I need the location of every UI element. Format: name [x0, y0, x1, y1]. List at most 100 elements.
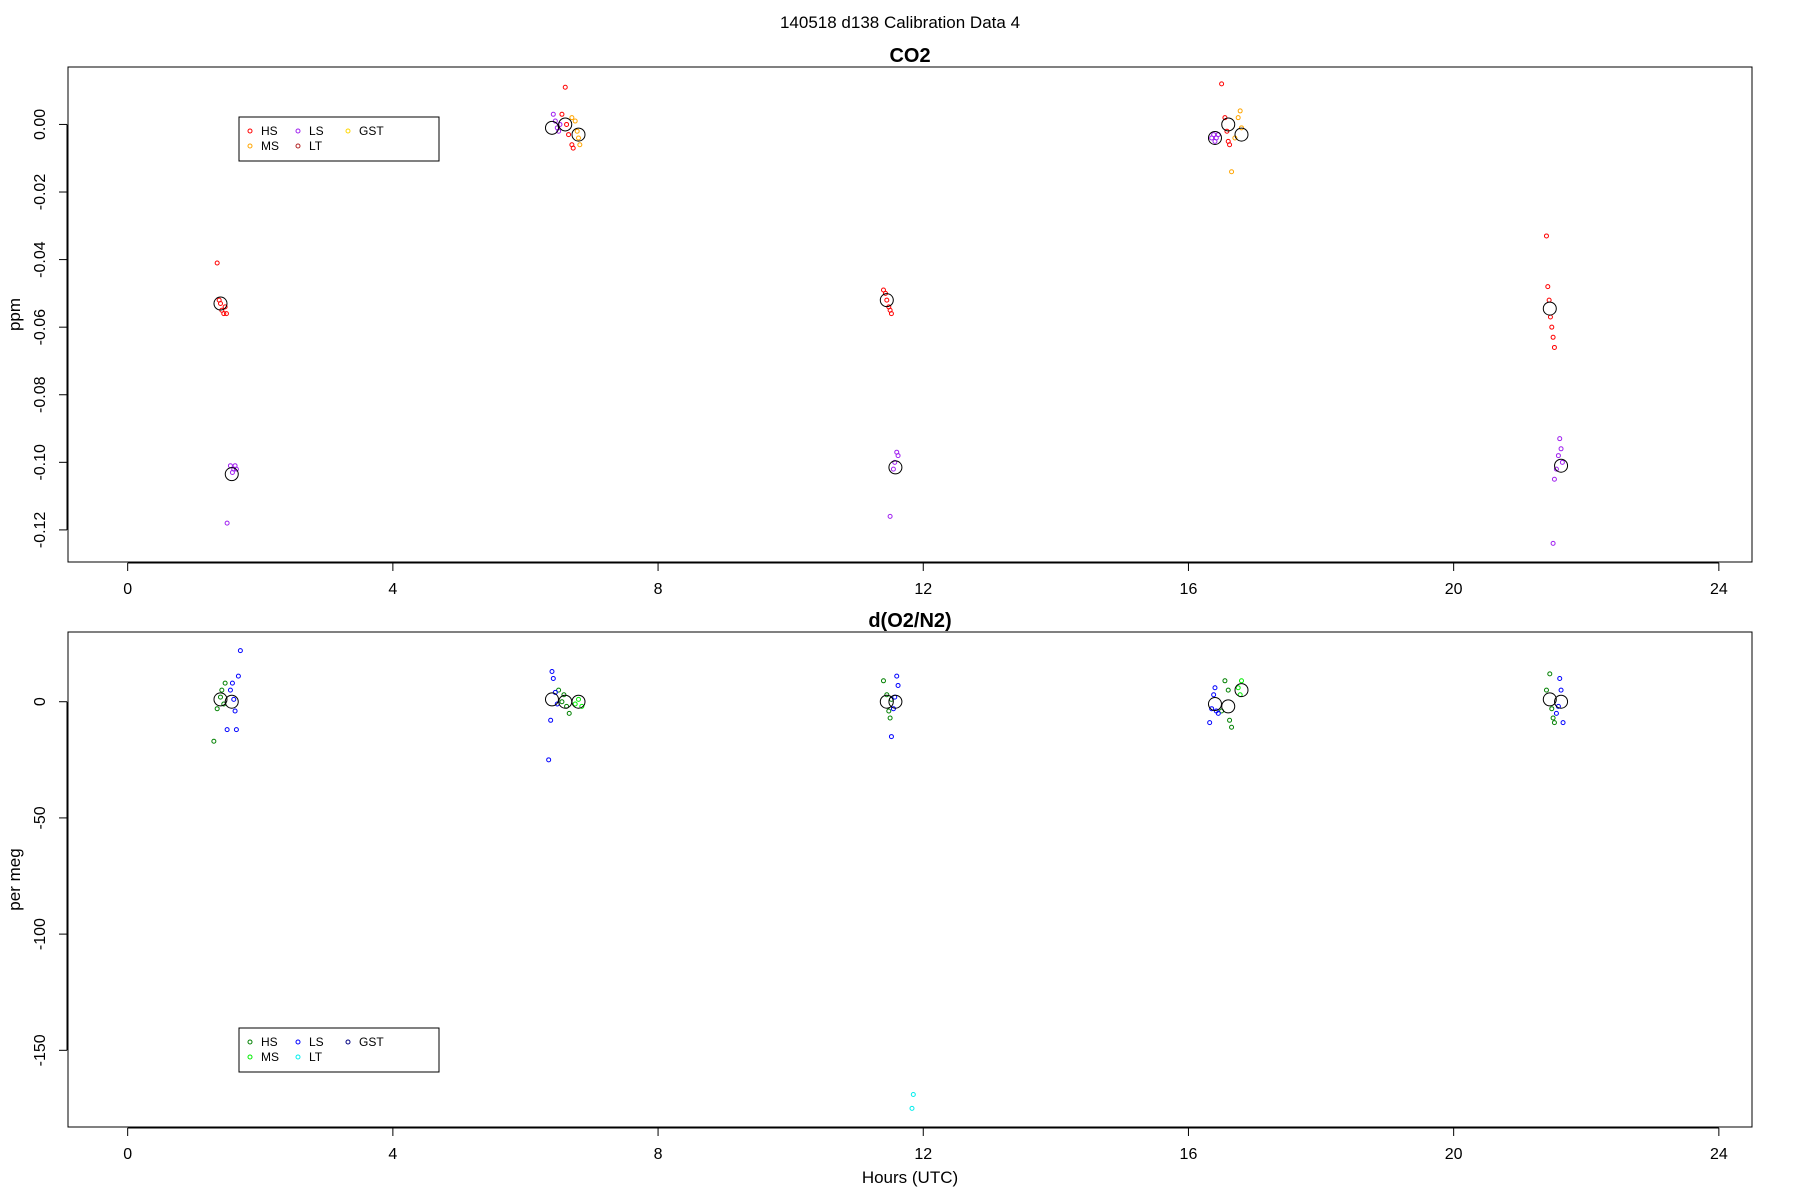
- data-point: [1229, 169, 1235, 175]
- data-point: [1557, 436, 1563, 442]
- legend-marker: [295, 143, 301, 149]
- data-point: [237, 648, 243, 654]
- data-point: [552, 689, 558, 695]
- data-point: [894, 673, 900, 679]
- data-point: [1550, 540, 1556, 546]
- legend-label: LT: [309, 1050, 323, 1064]
- data-point: [1558, 687, 1564, 693]
- data-point: [224, 727, 230, 733]
- data-point: [211, 738, 217, 744]
- mean-point: [879, 694, 894, 709]
- mean-point: [888, 694, 903, 709]
- mean-point: [1207, 697, 1222, 712]
- data-point: [548, 717, 554, 723]
- data-point: [556, 687, 562, 693]
- legend-label: HS: [261, 1035, 278, 1049]
- data-point: [909, 1105, 915, 1111]
- mean-point: [888, 460, 903, 475]
- mean-point: [224, 467, 239, 482]
- data-point: [227, 463, 233, 469]
- x-tick-label: 4: [388, 1146, 397, 1163]
- data-point: [219, 687, 225, 693]
- x-axis-title: Hours (UTC): [862, 1168, 958, 1187]
- data-point: [224, 520, 230, 526]
- mean-point: [1234, 683, 1249, 698]
- data-point: [1553, 466, 1559, 472]
- x-tick-label: 16: [1180, 1146, 1198, 1163]
- data-point: [1545, 284, 1551, 290]
- data-point: [221, 311, 227, 317]
- data-point: [1549, 706, 1555, 712]
- data-point: [1235, 115, 1241, 121]
- data-point: [572, 118, 578, 124]
- x-tick-label: 20: [1445, 1146, 1463, 1163]
- data-point: [1238, 125, 1244, 131]
- data-point: [884, 692, 890, 698]
- data-point: [1212, 685, 1218, 691]
- data-point: [1219, 81, 1225, 87]
- x-tick-label: 8: [654, 1146, 663, 1163]
- data-point: [910, 1091, 916, 1097]
- x-tick-label: 24: [1710, 581, 1728, 598]
- legend-box: [238, 1027, 440, 1073]
- data-point: [217, 301, 223, 307]
- mean-point: [1234, 127, 1249, 142]
- data-point: [550, 675, 556, 681]
- data-point: [214, 260, 220, 266]
- data-point: [1225, 687, 1231, 693]
- data-point: [566, 710, 572, 716]
- data-point: [1215, 710, 1221, 716]
- plot-frame: [67, 66, 1753, 563]
- data-point: [231, 696, 237, 702]
- data-point: [1235, 685, 1241, 691]
- legend-marker: [247, 128, 253, 134]
- legend-box: [238, 116, 440, 162]
- data-point: [1555, 453, 1561, 459]
- data-point: [233, 466, 239, 472]
- mean-point: [558, 117, 573, 132]
- data-point: [550, 111, 556, 117]
- legend-label: LS: [309, 124, 324, 138]
- data-point: [546, 757, 552, 763]
- mean-point: [558, 694, 573, 709]
- data-point: [1543, 687, 1549, 693]
- mean-point: [213, 692, 228, 707]
- y-tick-label: -0.10: [32, 444, 49, 481]
- mean-point: [1542, 692, 1557, 707]
- x-tick-label: 8: [654, 581, 663, 598]
- mean-point: [1221, 699, 1236, 714]
- data-point: [229, 680, 235, 686]
- y-tick-label: -0.08: [32, 376, 49, 413]
- data-point: [887, 513, 893, 519]
- x-tick-label: 20: [1445, 581, 1463, 598]
- data-point: [1551, 476, 1557, 482]
- data-point: [1229, 724, 1235, 730]
- data-point: [227, 687, 233, 693]
- data-point: [1238, 678, 1244, 684]
- mean-point: [224, 694, 239, 709]
- data-point: [222, 304, 228, 310]
- data-point: [1211, 692, 1217, 698]
- data-point: [1227, 717, 1233, 723]
- x-tick-label: 16: [1180, 581, 1198, 598]
- data-point: [1547, 671, 1553, 677]
- data-point: [1209, 706, 1215, 712]
- data-point: [235, 673, 241, 679]
- data-point: [222, 680, 228, 686]
- mean-point: [213, 296, 228, 311]
- legend-label: GST: [359, 124, 384, 138]
- legend-label: HS: [261, 124, 278, 138]
- legend-marker: [247, 143, 253, 149]
- data-point: [561, 692, 567, 698]
- data-point: [1551, 720, 1557, 726]
- legend-marker: [247, 1054, 253, 1060]
- mean-point: [544, 120, 559, 135]
- panel-title: CO2: [889, 45, 930, 67]
- mean-point: [544, 692, 559, 707]
- data-point: [1549, 324, 1555, 330]
- data-point: [887, 715, 893, 721]
- data-point: [886, 708, 892, 714]
- data-point: [1560, 720, 1566, 726]
- data-point: [559, 699, 565, 705]
- co2-panel: CO2 0 4 8 12 16 20 24 0.00 -0.02 -0.04 -0.06 -0.08 -0…: [5, 45, 1753, 598]
